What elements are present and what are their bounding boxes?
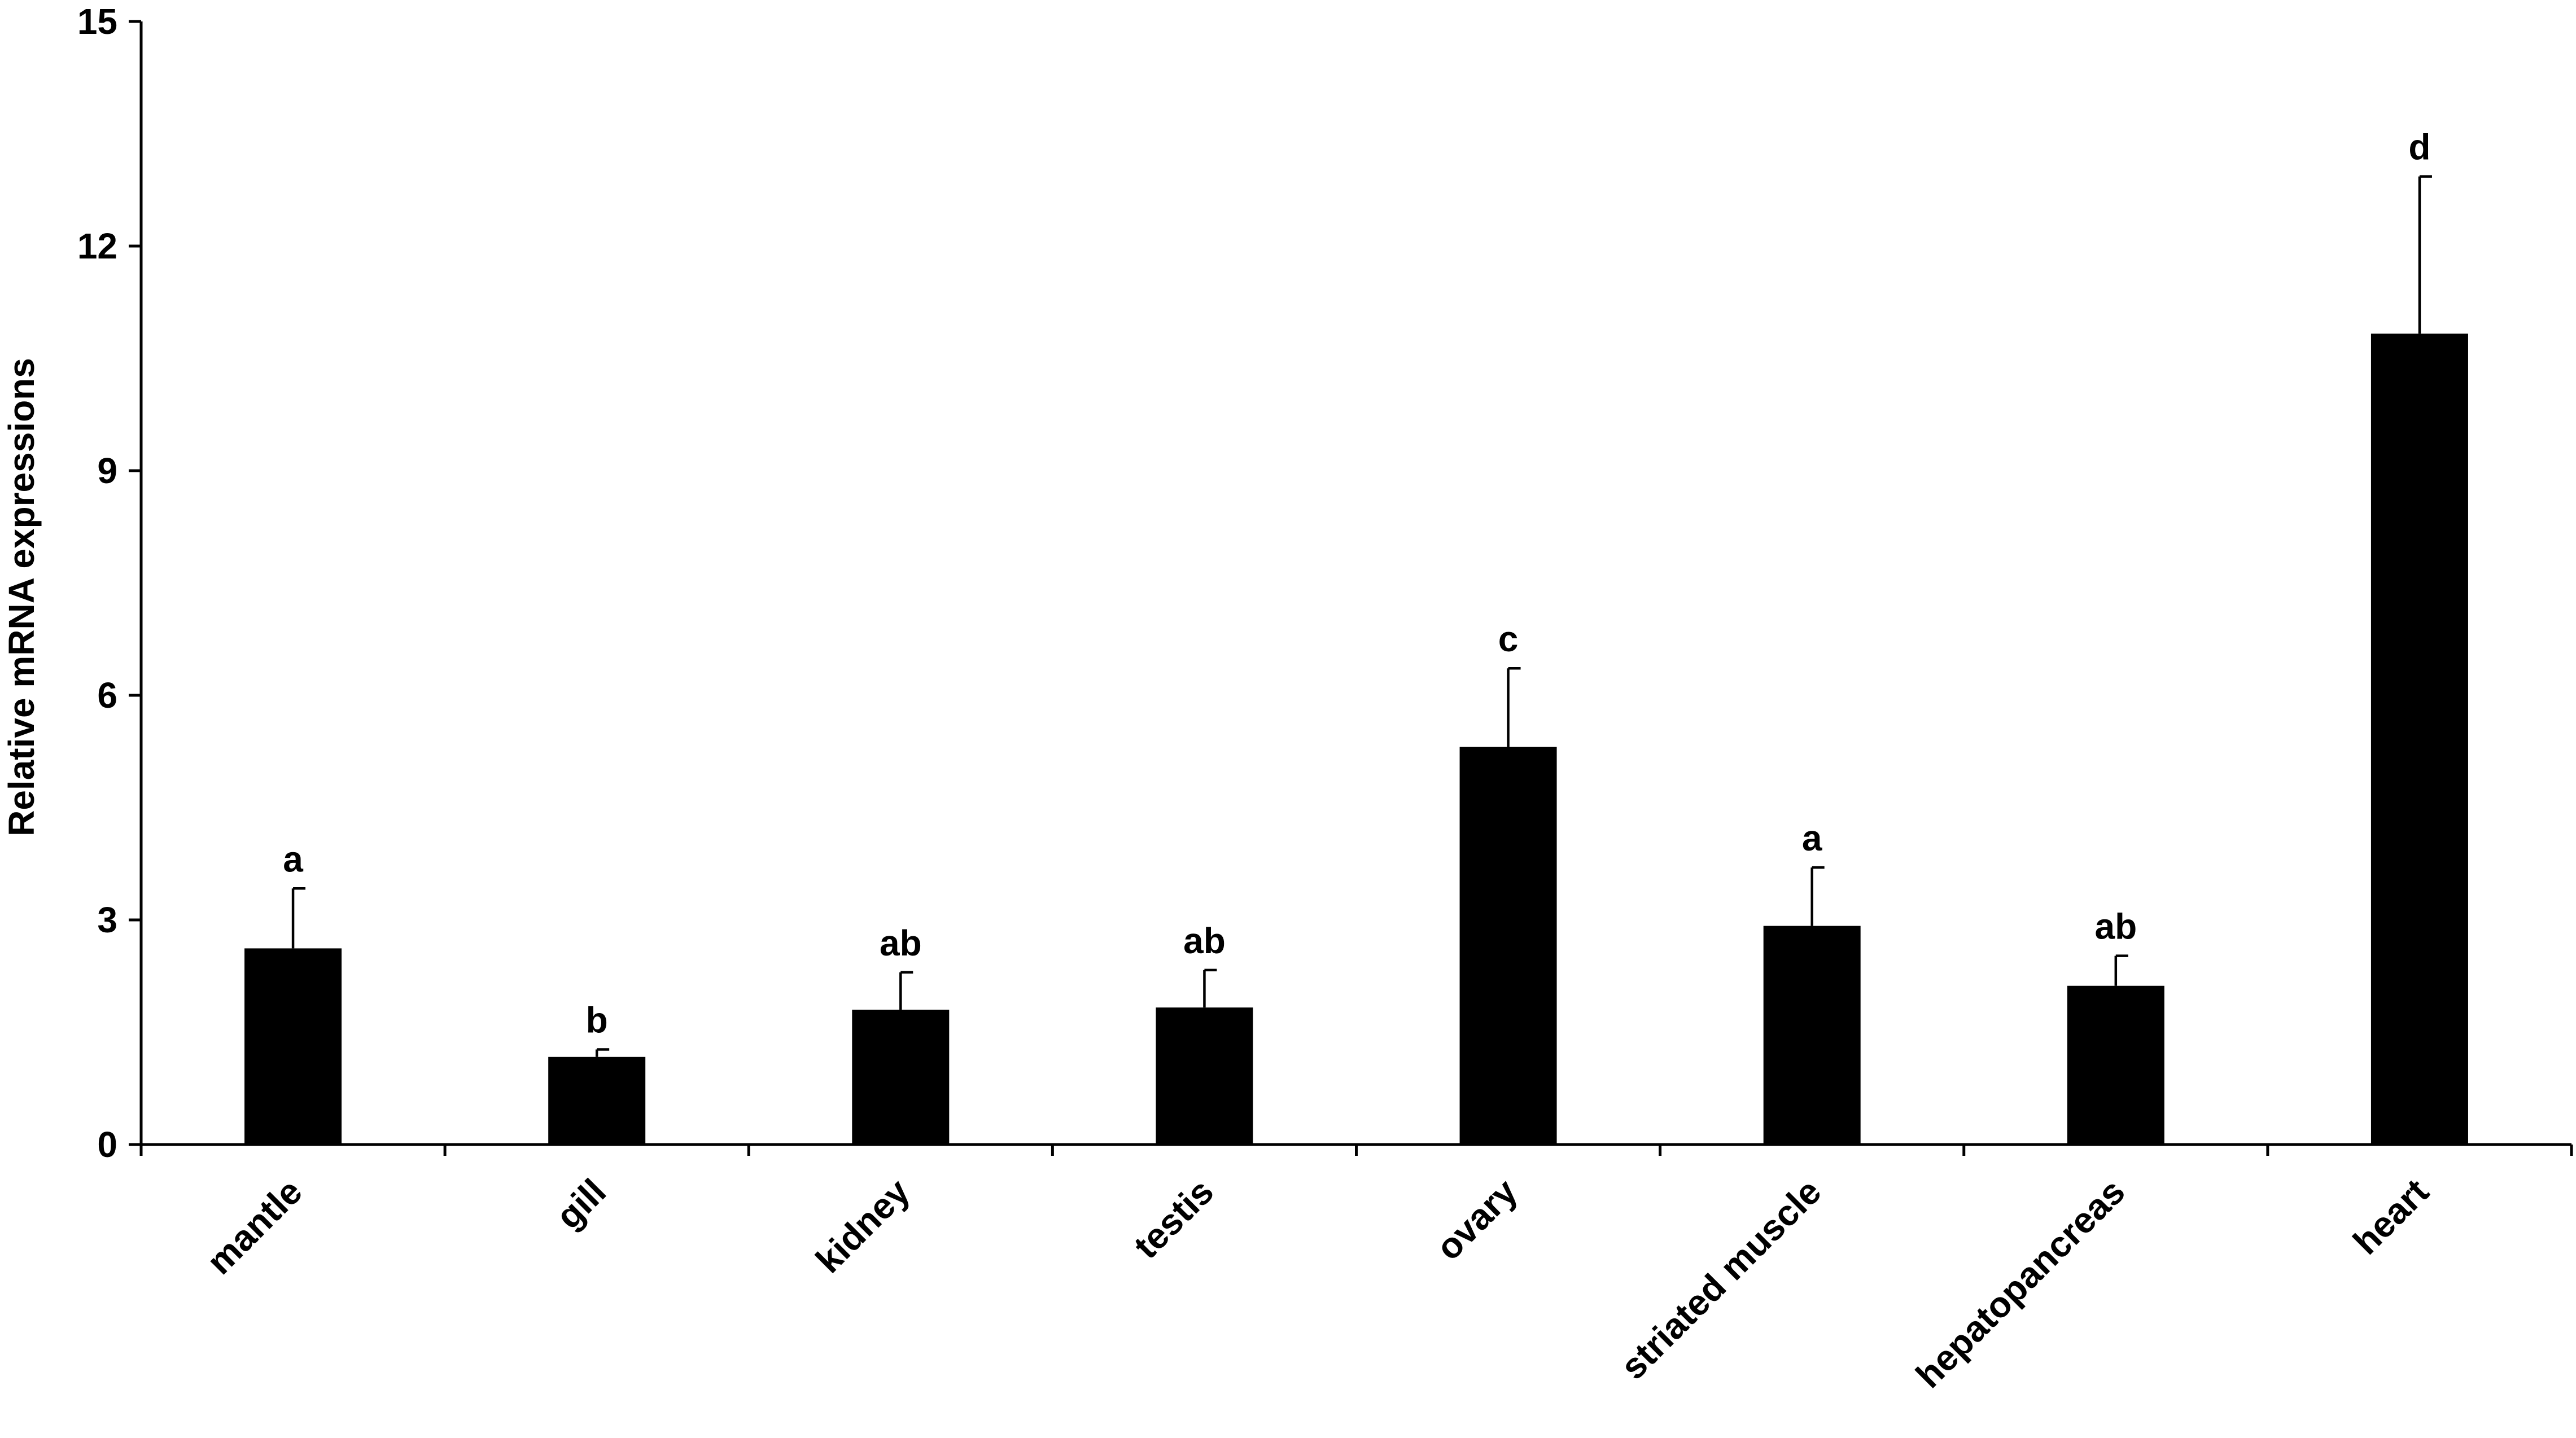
significance-label-testis: ab xyxy=(1183,920,1226,961)
significance-label-hepatopancreas: ab xyxy=(2094,906,2137,947)
y-axis-title: Relative mRNA expressions xyxy=(1,358,42,836)
category-label-heart: heart xyxy=(2345,1171,2437,1262)
y-tick-label-4: 12 xyxy=(77,226,117,266)
category-label-ovary: ovary xyxy=(1428,1171,1525,1268)
error-bars-group xyxy=(291,175,2432,1057)
bar-gill xyxy=(548,1056,646,1145)
category-label-gill: gill xyxy=(548,1171,614,1237)
significance-label-kidney: ab xyxy=(880,923,922,963)
y-tick-label-5: 15 xyxy=(77,1,117,42)
category-label-mantle: mantle xyxy=(199,1171,310,1282)
category-label-testis: testis xyxy=(1126,1171,1221,1266)
bar-hepatopancreas xyxy=(2067,985,2164,1145)
axes-group xyxy=(139,21,2571,1146)
bar-kidney xyxy=(852,1010,950,1145)
category-label-hepatopancreas: hepatopancreas xyxy=(1908,1171,2133,1396)
bar-heart xyxy=(2371,334,2468,1145)
significance-label-ovary: c xyxy=(1498,619,1519,659)
category-labels-group: mantle gill kidney testis ovary striated musc… xyxy=(199,1171,2437,1396)
y-tick-label-3: 9 xyxy=(97,450,117,491)
y-tick-label-1: 3 xyxy=(97,900,117,940)
bar-mantle xyxy=(244,948,342,1145)
significance-label-mantle: a xyxy=(283,839,303,879)
significance-label-heart: d xyxy=(2408,127,2430,168)
category-label-striated-muscle: striated muscle xyxy=(1613,1171,1829,1387)
bar-striated-muscle xyxy=(1763,926,1861,1145)
y-ticks-group: 0 3 6 9 12 15 xyxy=(77,1,141,1165)
y-tick-label-2: 6 xyxy=(97,675,117,716)
bar-ovary xyxy=(1459,747,1557,1145)
significance-label-striated-muscle: a xyxy=(1802,818,1822,858)
bar-testis xyxy=(1156,1007,1253,1145)
bars-group xyxy=(244,334,2468,1145)
category-label-kidney: kidney xyxy=(808,1171,918,1281)
x-ticks-group xyxy=(139,1145,2573,1156)
significance-label-gill: b xyxy=(586,1000,608,1041)
y-tick-label-0: 0 xyxy=(97,1124,117,1165)
